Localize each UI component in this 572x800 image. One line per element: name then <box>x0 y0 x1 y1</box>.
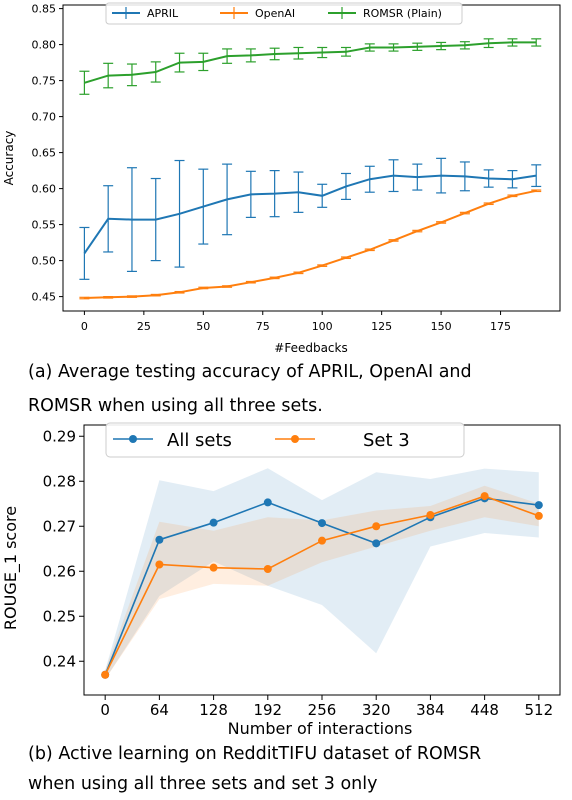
rouge-y-tick-label: 0.24 <box>43 652 76 670</box>
rouge-data-point <box>372 539 381 548</box>
accuracy-y-tick-label: 0.80 <box>32 39 57 52</box>
rouge-series-1 <box>101 492 543 679</box>
accuracy-x-tick-label: 50 <box>196 320 210 333</box>
rouge-y-tick-label: 0.29 <box>43 427 76 445</box>
rouge-lines <box>101 492 543 679</box>
accuracy-y-tick-label: 0.55 <box>32 219 57 232</box>
accuracy-series-0 <box>79 157 542 280</box>
accuracy-x-tick-label: 75 <box>256 320 270 333</box>
rouge-x-tick-label: 256 <box>308 701 337 719</box>
rouge-confidence-band <box>105 485 539 680</box>
rouge-y-axis-label: ROUGE_1 score <box>1 506 21 630</box>
accuracy-y-tick-label: 0.60 <box>32 183 57 196</box>
accuracy-y-axis-label: Accuracy <box>2 131 16 186</box>
rouge-legend-label: All sets <box>167 430 232 451</box>
rouge-x-axis-label: Number of interactions <box>228 719 413 738</box>
rouge-data-point <box>534 511 543 520</box>
accuracy-series-line <box>84 189 537 299</box>
rouge-x-tick-label: 448 <box>470 701 499 719</box>
caption-a: (a) Average testing accuracy of APRIL, O… <box>28 356 472 422</box>
accuracy-plot-frame <box>62 4 561 312</box>
caption-b: (b) Active learning on RedditTIFU datase… <box>28 738 481 800</box>
rouge-y-tick-label: 0.28 <box>43 472 76 490</box>
rouge-x-tick-label: 128 <box>199 701 228 719</box>
accuracy-series-1 <box>79 189 542 300</box>
rouge-x-tick-label: 192 <box>253 701 282 719</box>
accuracy-x-tick-label: 175 <box>490 320 511 333</box>
accuracy-series-line <box>83 174 537 254</box>
accuracy-y-tick-label: 0.45 <box>32 291 57 304</box>
rouge-data-point <box>155 560 164 569</box>
rouge-data-point <box>480 492 489 501</box>
caption-a-line2: ROMSR when using all three sets. <box>28 396 323 416</box>
rouge-data-point <box>209 563 218 572</box>
rouge-legend-marker <box>291 435 299 443</box>
accuracy-y-tick-label: 0.65 <box>32 147 57 160</box>
accuracy-legend: APRIL OpenAI ROMSR (Plain) <box>105 2 463 25</box>
accuracy-x-tick-label: 150 <box>431 320 452 333</box>
rouge-data-point <box>318 519 326 528</box>
accuracy-y-tick-label: 0.50 <box>32 255 57 268</box>
accuracy-x-axis-label: #Feedbacks <box>274 341 347 355</box>
accuracy-x-tick-label: 125 <box>371 320 392 333</box>
rouge-data-point <box>209 518 218 527</box>
accuracy-x-tick-label: 25 <box>137 320 151 333</box>
rouge-legend: All sets Set 3 <box>105 422 465 458</box>
rouge-data-point <box>263 498 272 507</box>
accuracy-series-line <box>84 41 537 84</box>
accuracy-legend-label: OpenAI <box>255 7 295 20</box>
rouge-data-point <box>318 536 326 545</box>
rouge-legend-label: Set 3 <box>363 430 410 451</box>
accuracy-legend-label: APRIL <box>147 7 179 20</box>
rouge-y-tick-label: 0.27 <box>43 517 76 535</box>
rouge-x-tick-label: 512 <box>525 701 554 719</box>
rouge-legend-marker <box>129 435 137 443</box>
rouge-x-tick-label: 320 <box>362 701 391 719</box>
accuracy-x-tick-label: 0 <box>81 320 88 333</box>
rouge-data-point <box>101 670 110 679</box>
rouge-y-tick-label: 0.25 <box>43 607 76 625</box>
rouge-legend-box <box>105 422 465 458</box>
rouge-chart: 0 64 128 192 256 320 384 448 512 0.24 0.25 0.26 0.2… <box>1 422 561 738</box>
accuracy-y-tick-label: 0.75 <box>32 75 57 88</box>
caption-a-line1: (a) Average testing accuracy of APRIL, O… <box>28 362 472 382</box>
rouge-data-point <box>155 535 164 544</box>
accuracy-y-tick-label: 0.85 <box>32 3 57 16</box>
rouge-y-tick-label: 0.26 <box>43 562 76 580</box>
accuracy-x-tick-label: 100 <box>312 320 333 333</box>
accuracy-legend-label: ROMSR (Plain) <box>363 7 442 20</box>
accuracy-legend-box <box>105 2 463 25</box>
rouge-data-point <box>372 522 381 531</box>
rouge-data-point <box>426 511 435 519</box>
rouge-data-point <box>263 565 272 573</box>
rouge-x-tick-label: 0 <box>100 701 110 719</box>
accuracy-series-2 <box>79 38 542 95</box>
rouge-data-point <box>534 501 543 510</box>
accuracy-chart: 0 25 50 75 100 125 150 175 0.45 0.50 0.55 0.60 0.65… <box>2 2 561 355</box>
rouge-x-tick-label: 384 <box>416 701 445 719</box>
caption-b-line2: when using all three sets and set 3 only <box>28 774 378 794</box>
caption-b-line1: (b) Active learning on RedditTIFU datase… <box>28 744 482 764</box>
rouge-x-tick-label: 64 <box>150 701 169 719</box>
accuracy-y-tick-label: 0.70 <box>32 111 57 124</box>
